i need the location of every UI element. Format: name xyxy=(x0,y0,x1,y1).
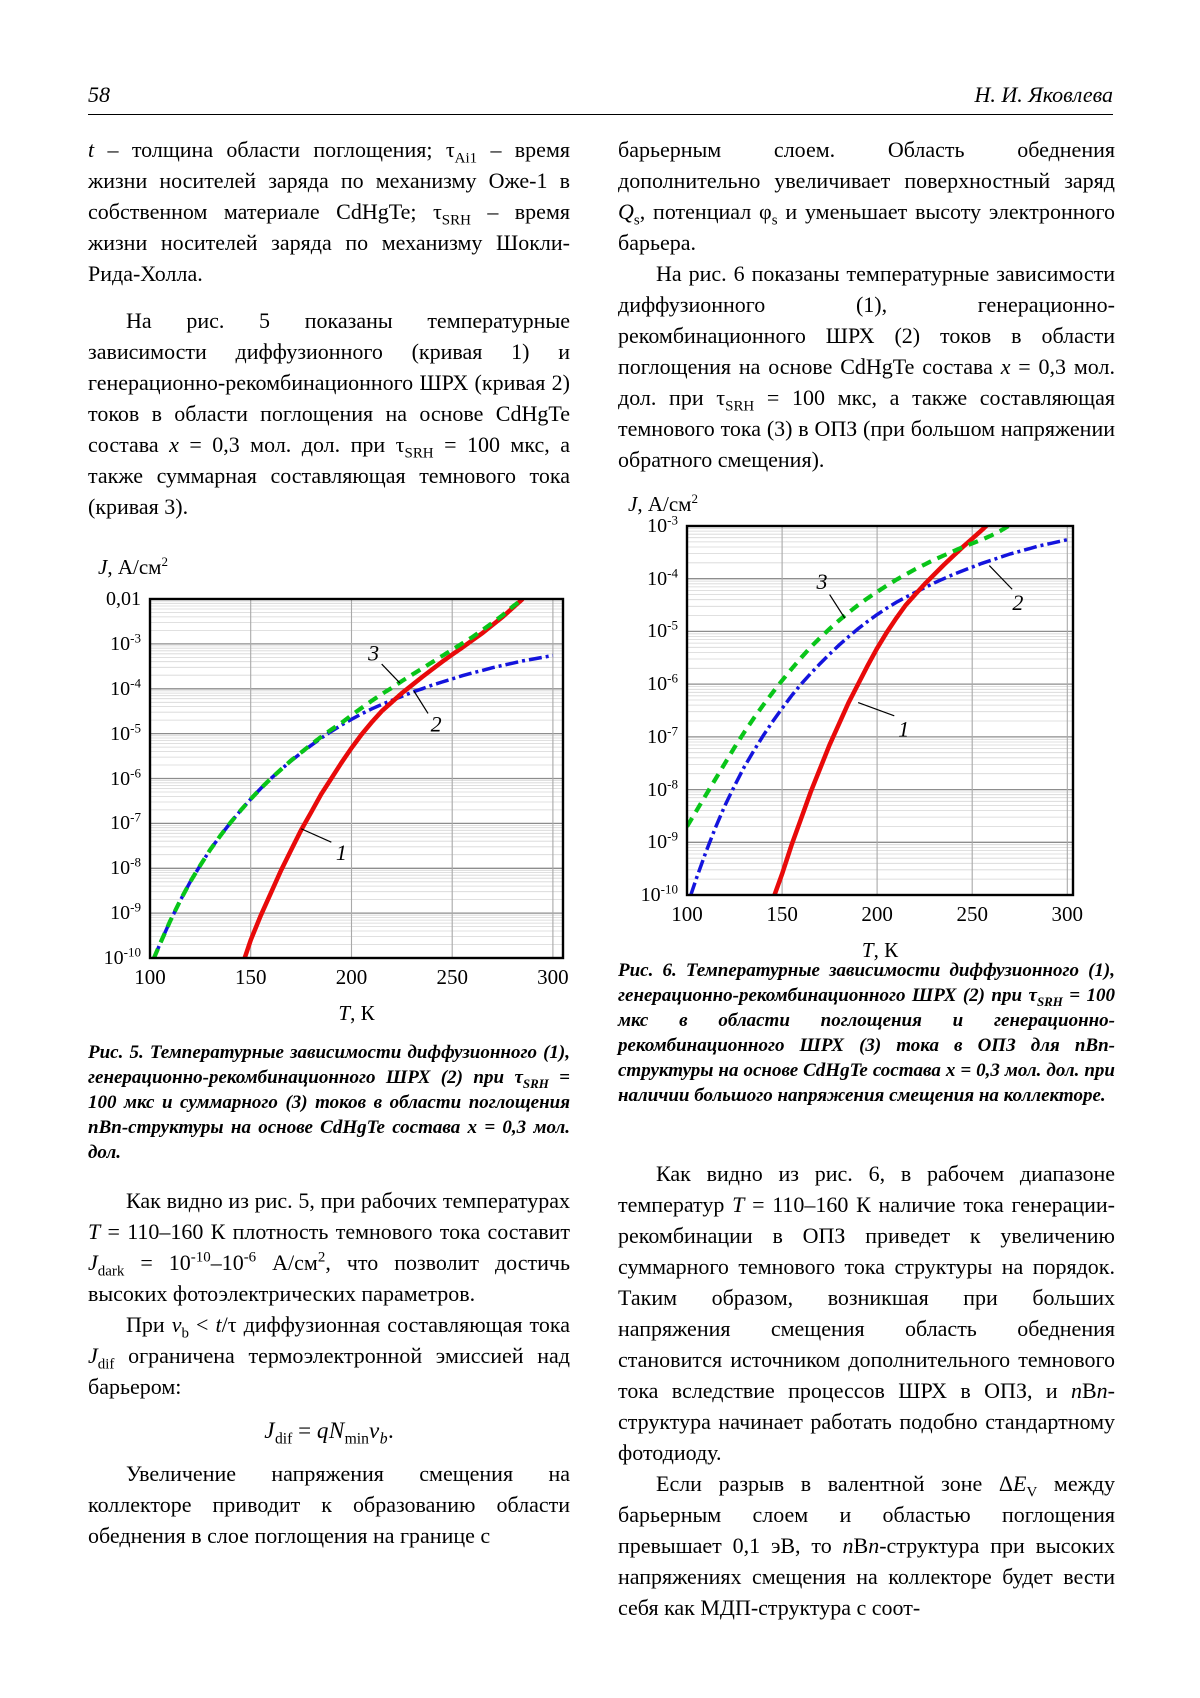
fig5-curve-label-3: 3 xyxy=(367,640,379,665)
figure-5-caption: Рис. 5. Температурные зависимости диффуз… xyxy=(88,1042,570,1163)
right-column-bottom: Как видно из рис. 6, в рабочем диапазоне… xyxy=(618,1158,1115,1623)
right-column-top: барьерным слоем. Область обеднения допол… xyxy=(618,134,1115,475)
y-tick-label: 10-6 xyxy=(647,670,678,696)
fig6-curve-label-2: 2 xyxy=(1012,590,1023,615)
y-tick-label: 10-3 xyxy=(647,512,678,537)
fig6-curve-3 xyxy=(687,526,1012,828)
x-tick-label: 150 xyxy=(766,902,798,926)
y-tick-label: 10-4 xyxy=(110,675,141,700)
paragraph-bias-increase: Увеличение напряжения смещения на коллек… xyxy=(88,1461,570,1548)
y-tick-label: 10-6 xyxy=(110,764,141,790)
paragraph-fig6-intro: На рис. 6 показаны температурные зависим… xyxy=(618,261,1115,472)
fig5-curve-1 xyxy=(242,599,525,958)
paragraph-fig6-discussion: Как видно из рис. 6, в рабочем диапазоне… xyxy=(618,1161,1115,1465)
figure-6-chart: 3 2 1 10-3 10-4 10-5 10-6 10-7 10-8 10-9 10-10 100 1… xyxy=(618,485,1115,962)
fig5-canvas: 3 2 1 xyxy=(148,597,565,960)
x-tick-label: 300 xyxy=(537,965,569,989)
fig5-curve-label-2: 2 xyxy=(431,711,442,736)
left-column-top: t – толщина области поглощения; τAi1 – в… xyxy=(88,134,570,522)
y-tick-label: 10-5 xyxy=(110,719,141,745)
paragraph-barrier-layer: барьерным слоем. Область обеднения допол… xyxy=(618,137,1115,255)
y-tick-label: 10-9 xyxy=(647,828,678,854)
fig6-curve-label-3: 3 xyxy=(816,569,828,594)
figure-5-chart: 3 2 1 0,01 10-3 10-4 10-5 10-6 10-7 10-8 10-9 10-10… xyxy=(88,548,570,1040)
x-tick-label: 300 xyxy=(1051,902,1084,926)
equation-jdif: Jdif = qNminvb. xyxy=(264,1418,394,1448)
fig6-x-axis-title: T, К xyxy=(861,938,899,962)
header-rule xyxy=(88,114,1113,115)
y-tick-label: 10-7 xyxy=(647,723,678,748)
y-tick-label: 10-4 xyxy=(647,565,678,590)
y-tick-label: 10-3 xyxy=(110,630,141,655)
fig6-canvas: 3 2 1 xyxy=(685,524,1075,897)
fig6-curve-label-1: 1 xyxy=(898,716,909,741)
fig5-x-axis-title: T, К xyxy=(338,1001,375,1025)
fig5-curve-label-1: 1 xyxy=(336,840,347,865)
y-tick-label: 0,01 xyxy=(106,588,141,610)
y-tick-label: 10-10 xyxy=(640,881,678,906)
y-tick-label: 10-8 xyxy=(110,854,141,880)
y-tick-label: 10-10 xyxy=(103,944,141,969)
y-tick-label: 10-8 xyxy=(647,775,678,801)
x-tick-label: 250 xyxy=(956,902,988,926)
paragraph-carryover: t – толщина области поглощения; τAi1 – в… xyxy=(88,137,570,286)
figure-6-caption: Рис. 6. Температурные зависимости диффуз… xyxy=(618,960,1116,1106)
left-column-bottom: Как видно из рис. 5, при рабочих темпера… xyxy=(88,1185,570,1551)
x-tick-label: 100 xyxy=(134,965,166,989)
fig6-y-axis-title: J, А/см2 xyxy=(628,491,698,516)
paragraph-fig5-discussion: Как видно из рис. 5, при рабочих темпера… xyxy=(88,1188,570,1306)
fig5-y-axis-title: J, А/см2 xyxy=(98,554,168,579)
fig5-curve-3 xyxy=(152,599,524,958)
fig5-curve-2 xyxy=(152,653,554,958)
paragraph-fig5-intro: На рис. 5 показаны температурные зависим… xyxy=(88,308,571,519)
running-head: 58 Н. И. Яковлева xyxy=(88,82,1113,108)
y-tick-label: 10-5 xyxy=(647,617,678,643)
x-tick-label: 100 xyxy=(671,902,703,926)
running-author: Н. И. Яковлева xyxy=(974,82,1113,107)
x-tick-label: 150 xyxy=(234,965,267,989)
x-tick-label: 200 xyxy=(861,902,893,926)
paragraph-valence-band: Если разрыв в валентной зоне ΔEV между б… xyxy=(618,1471,1115,1620)
fig6-curve-1 xyxy=(772,526,989,895)
paragraph-diffusion-limit: При vb < t/τ диффузионная составляющая т… xyxy=(88,1312,570,1399)
y-tick-label: 10-7 xyxy=(110,809,141,835)
page-number: 58 xyxy=(88,82,110,107)
x-tick-label: 250 xyxy=(436,965,468,989)
y-tick-label: 10-9 xyxy=(110,899,141,925)
fig6-curve-2 xyxy=(689,537,1068,895)
x-tick-label: 200 xyxy=(335,965,368,989)
